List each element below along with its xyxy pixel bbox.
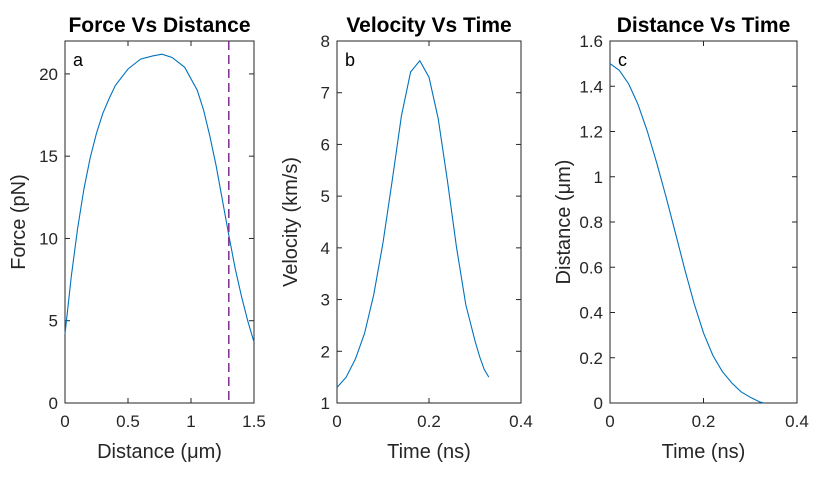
y-axis-label: Force (pN) <box>8 174 30 270</box>
series-line-velocity <box>336 59 490 388</box>
series-line-force <box>64 53 255 343</box>
series-line-distance <box>609 63 765 404</box>
y-tick-label: 1 <box>594 168 603 187</box>
y-tick-label: 6 <box>321 135 330 154</box>
y-tick-label: 0.4 <box>579 304 603 323</box>
panel-label: c <box>618 50 627 70</box>
y-tick-label: 0.2 <box>579 349 603 368</box>
x-tick-label: 0.4 <box>785 412 809 431</box>
x-tick-label: 0.2 <box>692 412 716 431</box>
y-tick-label: 0 <box>594 394 603 413</box>
x-axis-label: Time (ns) <box>387 441 471 463</box>
x-tick-label: 1 <box>186 412 195 431</box>
x-tick-label: 0 <box>60 412 69 431</box>
x-tick-label: 0.2 <box>417 412 441 431</box>
subplot-distance-vs-time: Distance Vs Time Time (ns) Distance (μm)… <box>553 14 809 463</box>
y-axis-label: Distance (μm) <box>553 160 575 285</box>
y-tick-label: 8 <box>321 32 330 51</box>
y-tick-label: 1.4 <box>579 77 603 96</box>
panel-label: a <box>73 50 84 70</box>
y-tick-label: 1 <box>321 394 330 413</box>
y-tick-label: 2 <box>321 342 330 361</box>
y-tick-label: 1.2 <box>579 123 603 142</box>
chart-title: Velocity Vs Time <box>346 14 511 37</box>
subplot-velocity-vs-time: Velocity Vs Time Time (ns) Velocity (km/… <box>280 14 533 463</box>
y-tick-label: 3 <box>321 291 330 310</box>
x-tick-label: 0.4 <box>509 412 533 431</box>
axes-frame <box>336 40 522 404</box>
axes-frame <box>64 40 255 404</box>
x-tick-label: 1.5 <box>242 412 266 431</box>
x-axis-label: Time (ns) <box>662 441 746 463</box>
y-axis-label: Velocity (km/s) <box>280 157 302 287</box>
y-tick-label: 0 <box>49 394 58 413</box>
chart-title: Distance Vs Time <box>617 14 791 37</box>
panel-label: b <box>345 50 355 70</box>
y-tick-label: 20 <box>39 65 58 84</box>
y-tick-label: 1.6 <box>579 32 603 51</box>
y-tick-label: 5 <box>49 312 58 331</box>
y-tick-label: 5 <box>321 187 330 206</box>
x-tick-label: 0 <box>332 412 341 431</box>
y-tick-label: 15 <box>39 147 58 166</box>
y-tick-label: 0.6 <box>579 258 603 277</box>
y-tick-label: 7 <box>321 84 330 103</box>
chart-title: Force Vs Distance <box>68 14 250 37</box>
y-tick-label: 4 <box>321 239 330 258</box>
y-tick-label: 0.8 <box>579 213 603 232</box>
x-tick-label: 0 <box>605 412 614 431</box>
x-tick-label: 0.5 <box>116 412 140 431</box>
x-axis-label: Distance (μm) <box>97 441 222 463</box>
y-tick-label: 10 <box>39 229 58 248</box>
subplot-force-vs-distance: Force Vs Distance Distance (μm) Force (p… <box>8 14 266 463</box>
axes-frame <box>609 40 798 404</box>
